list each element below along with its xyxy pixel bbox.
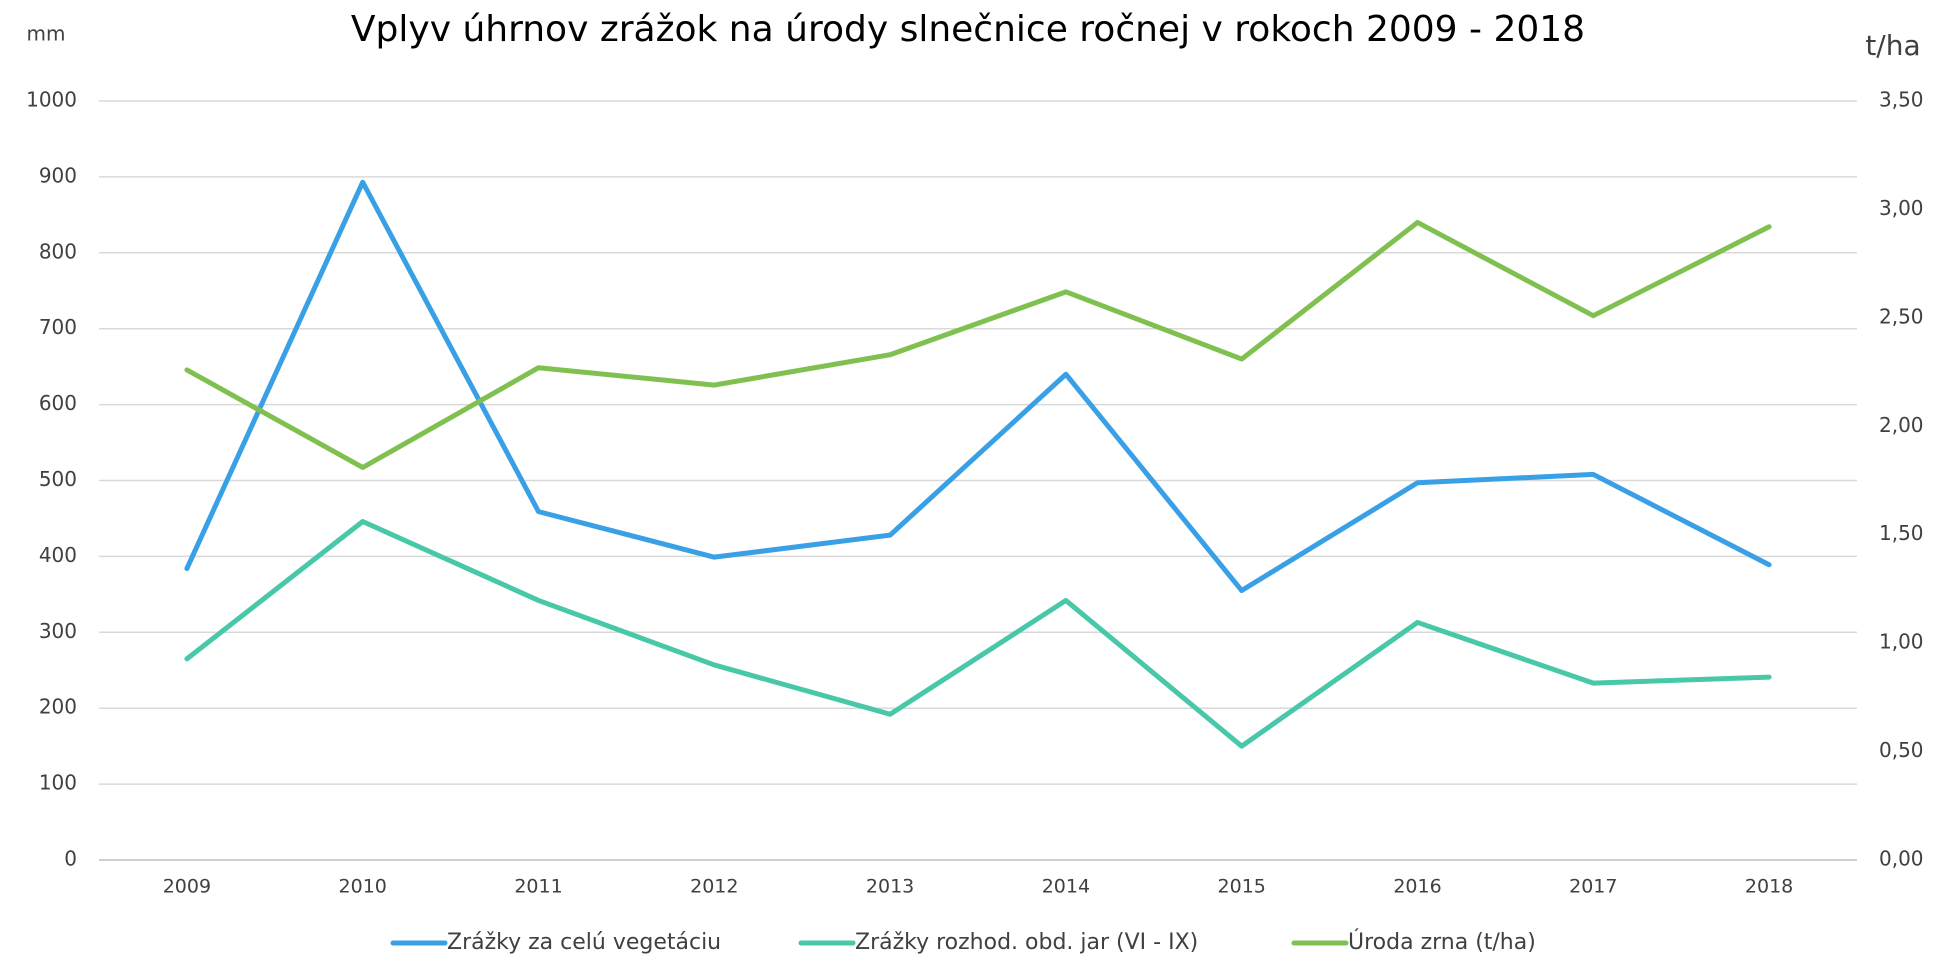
y2-tick-label: 3,50: [1879, 88, 1924, 112]
x-tick-label: 2011: [514, 876, 562, 898]
y-tick-label: 900: [39, 163, 77, 187]
y-tick-label: 0: [64, 847, 77, 871]
legend-label: Zrážky rozhod. obd. jar (VI - IX): [855, 930, 1198, 955]
series-line: [184, 179, 1772, 594]
series-line: [184, 518, 1772, 749]
y-tick-label: 300: [39, 619, 77, 643]
y-tick-label: 100: [39, 771, 77, 795]
y-tick-label: 800: [39, 239, 77, 263]
x-tick-label: 2016: [1393, 876, 1441, 898]
x-tick-label: 2018: [1745, 876, 1793, 898]
y2-axis-label: t/ha: [1865, 29, 1920, 62]
y-tick-label: 700: [39, 315, 77, 339]
y2-tick-label: 3,00: [1879, 196, 1924, 220]
x-tick-label: 2013: [866, 876, 914, 898]
y2-tick-label: 2,50: [1879, 304, 1924, 328]
x-tick-label: 2017: [1569, 876, 1617, 898]
x-tick-label: 2012: [690, 876, 738, 898]
y2-tick-label: 1,50: [1879, 521, 1924, 545]
y2-tick-label: 2,00: [1879, 413, 1924, 437]
series-line: [184, 219, 1772, 470]
y-tick-label: 1000: [26, 88, 77, 112]
x-tick-label: 2015: [1218, 876, 1266, 898]
y-tick-label: 400: [39, 543, 77, 567]
y2-tick-label: 0,00: [1879, 847, 1924, 871]
legend-label: Zrážky za celú vegetáciu: [447, 930, 721, 955]
y2-tick-label: 0,50: [1879, 738, 1924, 762]
y-axis-label: mm: [27, 22, 66, 46]
legend-label: Úroda zrna (t/ha): [1348, 929, 1536, 955]
y-tick-label: 200: [39, 695, 77, 719]
chart-title: Vplyv úhrnov zrážok na úrody slnečnice r…: [351, 9, 1585, 50]
y-tick-label: 600: [39, 391, 77, 415]
y2-tick-label: 1,00: [1879, 630, 1924, 654]
x-tick-label: 2010: [339, 876, 387, 898]
y-tick-label: 500: [39, 467, 77, 491]
x-tick-label: 2009: [163, 876, 211, 898]
x-tick-label: 2014: [1042, 876, 1090, 898]
